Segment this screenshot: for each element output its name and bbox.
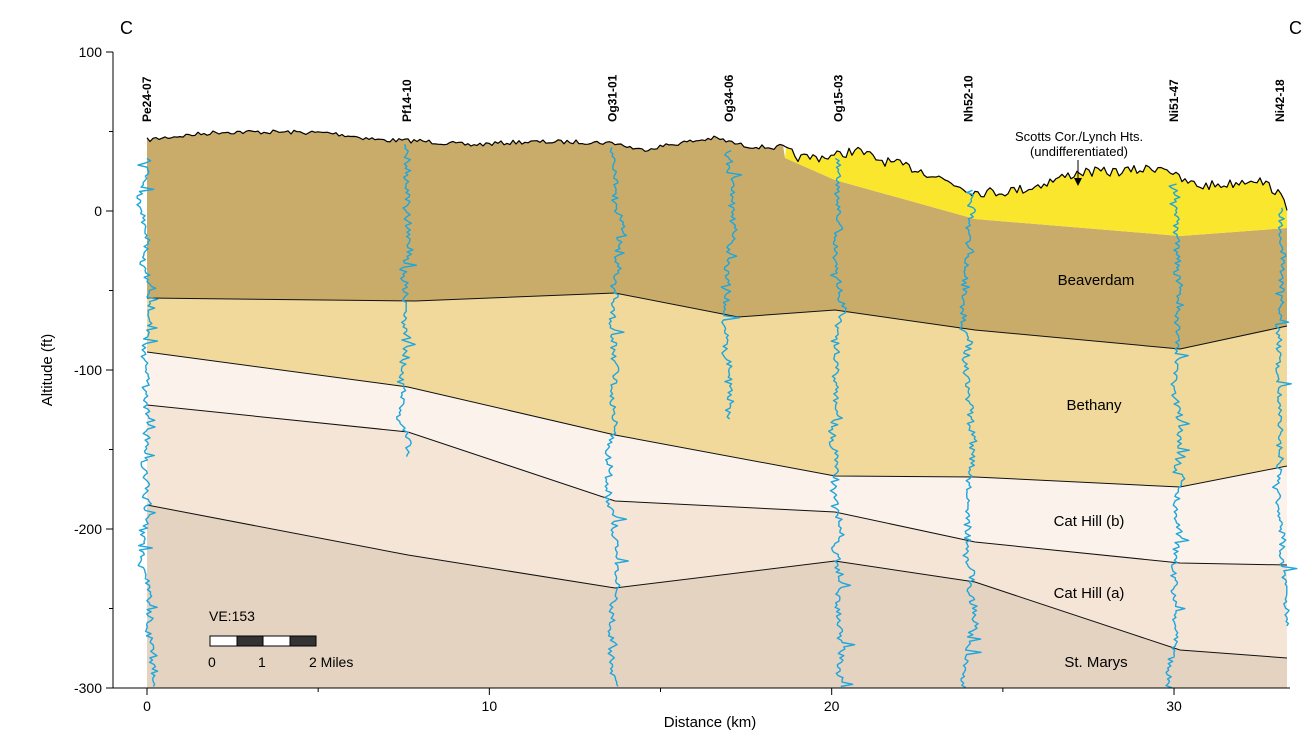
scale-label-0: 0 <box>208 654 216 670</box>
scale-segment-2 <box>236 635 264 647</box>
y-tick-label: -100 <box>74 362 102 378</box>
y-tick-label: 0 <box>94 203 102 219</box>
well-log-og34-06 <box>720 149 743 420</box>
x-axis-label: Distance (km) <box>664 714 757 731</box>
scale-bar: VE:153 0 1 2 Miles <box>208 608 353 670</box>
well-label-og34-06: Og34-06 <box>722 74 736 122</box>
unit-label-cat-hill-b: Cat Hill (b) <box>1054 513 1125 530</box>
unit-fills <box>147 130 1287 688</box>
section-end-left: C <box>120 18 133 38</box>
x-tick-label: 20 <box>824 698 840 714</box>
well-log-og15-03 <box>828 157 856 688</box>
unit-fill-bethany <box>147 293 1287 487</box>
well-log-ni51-47 <box>1165 183 1190 689</box>
contact-beaverdam-bethany <box>146 292 1288 350</box>
unit-fill-beaverdam <box>147 130 1287 349</box>
x-tick-label: 10 <box>482 698 498 714</box>
x-tick-label: 0 <box>143 698 151 714</box>
scale-label-2: 2 Miles <box>309 654 353 670</box>
land-surface <box>146 129 1288 211</box>
unit-label-bethany: Bethany <box>1066 397 1122 414</box>
well-label-pe24-07: Pe24-07 <box>140 76 154 122</box>
y-axis-label: Altitude (ft) <box>39 334 56 407</box>
unit-label-scotts-corners-qualifier: (undifferentiated) <box>1030 144 1128 159</box>
unit-fill-st-marys <box>147 505 1287 688</box>
well-logs <box>136 143 1298 689</box>
y-tick-label: -200 <box>74 521 102 537</box>
unit-label-cat-hill-a: Cat Hill (a) <box>1054 585 1125 602</box>
well-log-pe24-07 <box>136 157 159 687</box>
scale-label-1: 1 <box>258 654 266 670</box>
unit-label-scotts-corners: Scotts Cor./Lynch Hts. <box>1015 129 1143 144</box>
well-label-pf14-10: Pf14-10 <box>400 79 414 122</box>
y-ticks: 100 0 -100 -200 -300 <box>74 44 113 696</box>
x-ticks: 0 10 20 30 <box>143 688 1182 714</box>
well-labels: Pe24-07 Pf14-10 Og31-01 Og34-06 Og15-03 Nh52-… <box>140 74 1287 122</box>
well-label-nh52-10: Nh52-10 <box>962 75 976 122</box>
well-label-ni51-47: Ni51-47 <box>1167 79 1181 122</box>
unit-label-st-marys: St. Marys <box>1064 654 1127 671</box>
well-label-ni42-18: Ni42-18 <box>1273 79 1287 122</box>
scale-segment-3 <box>262 635 291 647</box>
scale-segment-4 <box>289 635 317 647</box>
well-label-og15-03: Og15-03 <box>832 74 846 122</box>
scale-segment-1 <box>209 635 238 647</box>
well-label-og31-01: Og31-01 <box>606 74 620 122</box>
vertical-exaggeration-label: VE:153 <box>209 608 255 624</box>
scotts-leader-arrow <box>1074 178 1082 186</box>
unit-labels: Scotts Cor./Lynch Hts. (undifferentiated… <box>1015 129 1143 671</box>
unit-fill-cat-hill-a <box>147 405 1287 658</box>
well-log-og31-01 <box>604 147 629 687</box>
y-tick-label: 100 <box>79 44 103 60</box>
unit-fill-cat-hill-b <box>147 352 1287 565</box>
y-tick-label: -300 <box>74 680 102 696</box>
well-log-ni42-18 <box>1272 207 1298 627</box>
section-end-right: C <box>1289 18 1302 38</box>
unit-label-beaverdam: Beaverdam <box>1058 272 1135 289</box>
well-log-nh52-10 <box>959 189 982 689</box>
well-log-pf14-10 <box>396 143 418 457</box>
x-tick-label: 30 <box>1166 698 1182 714</box>
